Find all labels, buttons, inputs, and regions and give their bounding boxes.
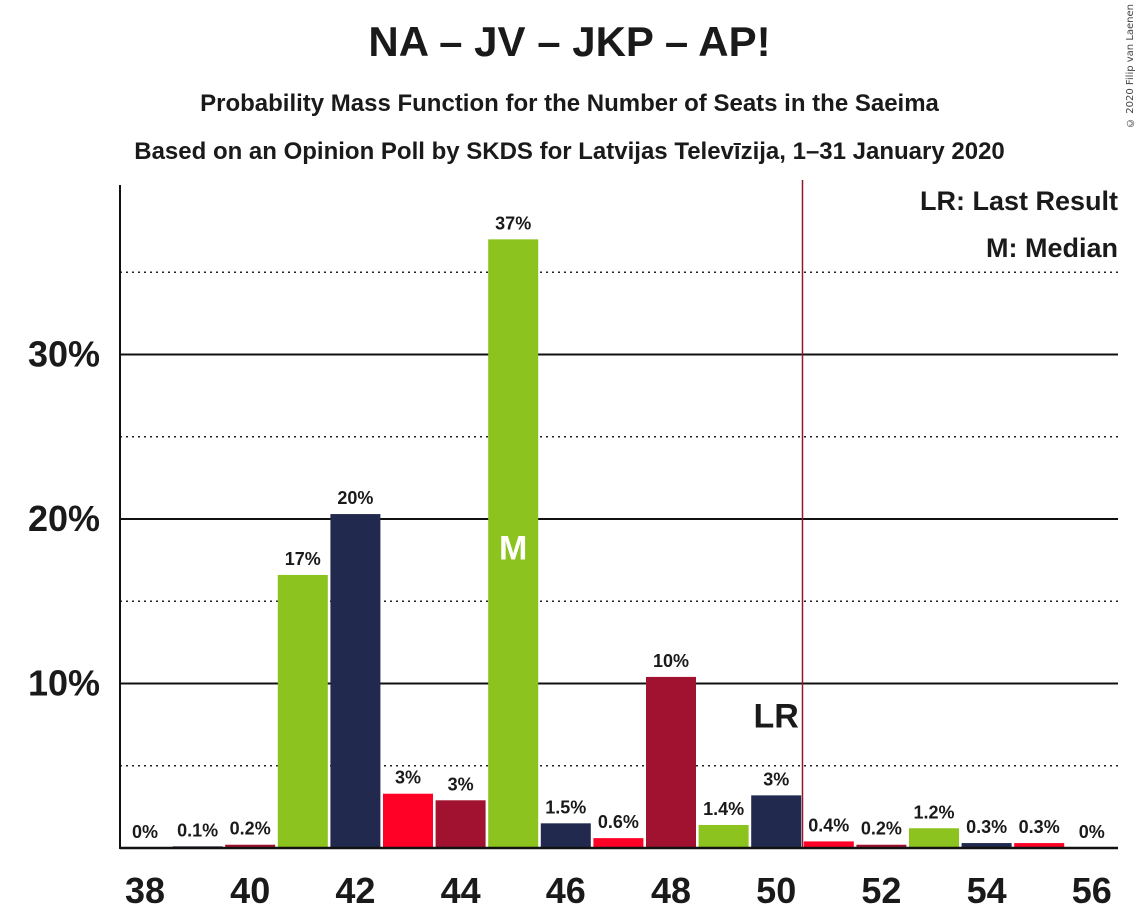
x-tick-label: 48 bbox=[651, 870, 691, 911]
bar-seat-50 bbox=[751, 795, 802, 848]
y-axis: 10% 20% 30% bbox=[28, 185, 121, 849]
bar-seat-53 bbox=[909, 828, 959, 848]
data-label-seat-54: 0.3% bbox=[966, 817, 1007, 837]
chart-title: NA – JV – JKP – AP! bbox=[368, 18, 771, 65]
x-tick-label: 56 bbox=[1072, 870, 1112, 911]
bars bbox=[172, 239, 1065, 849]
bar-seat-43 bbox=[383, 793, 433, 848]
bar-seat-42 bbox=[330, 514, 381, 848]
x-axis: 38 40 42 44 46 48 50 52 54 56 bbox=[120, 846, 1118, 911]
legend: LR: Last Result M: Median bbox=[920, 186, 1118, 263]
bar-seat-46 bbox=[540, 823, 591, 848]
bar-seat-55 bbox=[1014, 843, 1065, 848]
data-label-seat-40: 0.2% bbox=[230, 819, 271, 839]
x-tick-label: 50 bbox=[756, 870, 796, 911]
median-marker: M bbox=[499, 529, 527, 567]
bar-seat-40 bbox=[225, 844, 276, 848]
chart-subtitle: Probability Mass Function for the Number… bbox=[200, 90, 939, 117]
data-label-seat-46: 1.5% bbox=[545, 797, 586, 817]
chart-subtitle-poll: Based on an Opinion Poll by SKDS for Lat… bbox=[134, 138, 1005, 165]
data-label-seat-45: 37% bbox=[495, 213, 531, 233]
bar-seat-52 bbox=[856, 844, 907, 848]
legend-median: M: Median bbox=[986, 233, 1118, 263]
bar-seat-41 bbox=[277, 574, 328, 848]
data-label-seat-42: 20% bbox=[337, 488, 373, 508]
data-label-seat-38: 0% bbox=[132, 822, 158, 842]
data-label-seat-43: 3% bbox=[395, 768, 421, 788]
data-label-seat-56: 0% bbox=[1079, 822, 1105, 842]
data-label-seat-50: 3% bbox=[763, 769, 789, 789]
data-label-seat-51: 0.4% bbox=[808, 815, 849, 835]
bar-seat-49 bbox=[698, 824, 749, 848]
x-tick-label: 46 bbox=[546, 870, 586, 911]
y-tick-label: 30% bbox=[28, 334, 100, 375]
bar-seat-45 bbox=[488, 239, 539, 849]
data-label-seat-44: 3% bbox=[448, 774, 474, 794]
x-tick-label: 40 bbox=[230, 870, 270, 911]
data-labels: 0% 0.1% 0.2% 17% 20% 3% 3% 37% 1.5% 0.6% 10% 1.4% 3%… bbox=[132, 213, 1105, 842]
data-label-seat-53: 1.2% bbox=[913, 802, 954, 822]
data-label-seat-49: 1.4% bbox=[703, 799, 744, 819]
data-label-seat-52: 0.2% bbox=[861, 819, 902, 839]
bar-seat-48 bbox=[646, 676, 696, 848]
data-label-seat-41: 17% bbox=[285, 549, 321, 569]
x-tick-label: 54 bbox=[967, 870, 1007, 911]
bar-seat-47 bbox=[593, 838, 644, 848]
y-tick-label: 20% bbox=[28, 498, 100, 539]
legend-last-result: LR: Last Result bbox=[920, 186, 1118, 216]
bar-seat-51 bbox=[803, 841, 854, 848]
data-label-seat-55: 0.3% bbox=[1019, 817, 1060, 837]
gridlines bbox=[120, 271, 1118, 767]
last-result-marker: LR bbox=[754, 697, 799, 735]
x-tick-label: 38 bbox=[125, 870, 165, 911]
x-tick-label: 42 bbox=[335, 870, 375, 911]
bar-seat-54 bbox=[961, 843, 1012, 848]
bar-seat-44 bbox=[435, 800, 486, 848]
data-label-seat-47: 0.6% bbox=[598, 812, 639, 832]
x-tick-label: 52 bbox=[861, 870, 901, 911]
y-tick-label: 10% bbox=[28, 663, 100, 704]
data-label-seat-48: 10% bbox=[653, 651, 689, 671]
x-tick-label: 44 bbox=[441, 870, 481, 911]
data-label-seat-39: 0.1% bbox=[177, 820, 218, 840]
